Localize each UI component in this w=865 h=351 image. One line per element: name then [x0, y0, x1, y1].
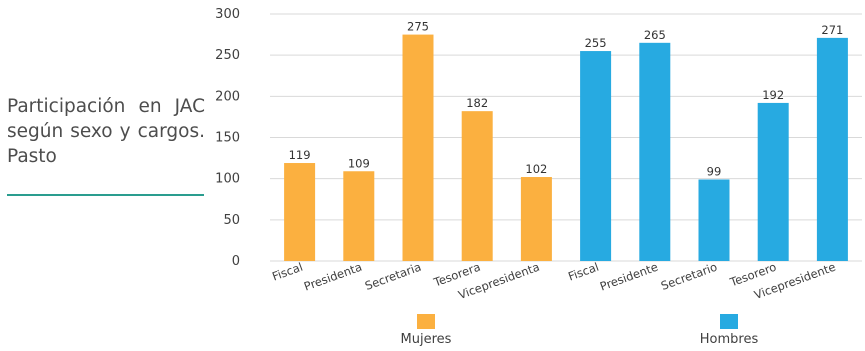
data-label: 109: [348, 156, 370, 170]
x-tick-label: Secretario: [659, 260, 719, 293]
legend-label-hombres: Hombres: [699, 332, 759, 347]
chart-side-title: Participación en JAC según sexo y cargos…: [7, 96, 205, 167]
y-tick-label: 150: [215, 131, 240, 146]
legend-swatch-mujeres: [417, 314, 435, 329]
data-label: 99: [707, 164, 722, 178]
data-label: 119: [289, 148, 311, 162]
bar: [757, 102, 789, 261]
data-label: 275: [407, 20, 429, 34]
x-tick-label: Fiscal: [270, 260, 304, 284]
legend-label-mujeres: Mujeres: [400, 332, 452, 347]
data-label: 102: [525, 162, 547, 176]
bar: [461, 111, 493, 261]
bar: [816, 37, 848, 262]
data-label: 265: [644, 28, 666, 42]
x-tick-label: Fiscal: [566, 260, 600, 284]
legend-swatch-hombres: [720, 314, 738, 329]
bar: [698, 179, 730, 261]
y-tick-label: 250: [215, 48, 240, 63]
data-label: 271: [821, 23, 843, 37]
y-tick-label: 200: [215, 89, 240, 104]
bar: [520, 177, 552, 261]
y-tick-label: 300: [215, 7, 240, 22]
data-label: 182: [466, 96, 488, 110]
bar: [284, 163, 316, 261]
x-tick-label: Secretaria: [363, 260, 423, 293]
x-tick-label: Presidenta: [302, 260, 364, 294]
data-label: 192: [762, 88, 784, 102]
bar: [639, 42, 671, 261]
legend-item-mujeres: Mujeres: [366, 314, 486, 347]
y-tick-label: 0: [232, 254, 240, 269]
y-tick-label: 50: [223, 213, 240, 228]
y-tick-label: 100: [215, 172, 240, 187]
legend-item-hombres: Hombres: [669, 314, 789, 347]
bar: [343, 171, 375, 261]
data-label: 255: [585, 36, 607, 50]
bar: [580, 51, 612, 261]
title-underline: [7, 194, 204, 196]
bar: [402, 34, 434, 262]
x-tick-label: Presidente: [598, 260, 660, 294]
